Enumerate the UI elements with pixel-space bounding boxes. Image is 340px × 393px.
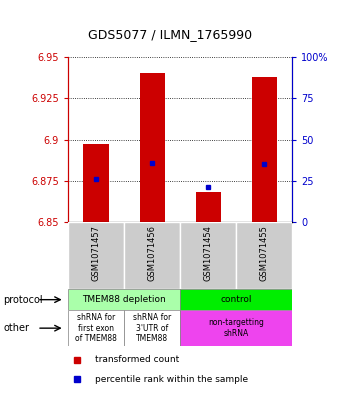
Text: GSM1071456: GSM1071456 — [148, 225, 157, 281]
FancyBboxPatch shape — [124, 310, 180, 346]
FancyBboxPatch shape — [124, 222, 180, 289]
Text: protocol: protocol — [3, 295, 43, 305]
Text: percentile rank within the sample: percentile rank within the sample — [95, 375, 248, 384]
Text: control: control — [221, 295, 252, 304]
Text: transformed count: transformed count — [95, 355, 179, 364]
Bar — [195, 192, 221, 222]
FancyBboxPatch shape — [180, 310, 292, 346]
FancyBboxPatch shape — [68, 310, 124, 346]
FancyBboxPatch shape — [68, 222, 124, 289]
Text: GSM1071454: GSM1071454 — [204, 225, 213, 281]
Text: shRNA for
first exon
of TMEM88: shRNA for first exon of TMEM88 — [75, 313, 117, 343]
Text: non-targetting
shRNA: non-targetting shRNA — [208, 318, 264, 338]
Bar — [139, 73, 165, 222]
FancyBboxPatch shape — [180, 289, 292, 310]
Bar — [252, 77, 277, 222]
Text: other: other — [3, 323, 29, 333]
Text: TMEM88 depletion: TMEM88 depletion — [82, 295, 166, 304]
Text: GSM1071455: GSM1071455 — [260, 225, 269, 281]
FancyBboxPatch shape — [68, 289, 180, 310]
FancyBboxPatch shape — [236, 222, 292, 289]
Text: GDS5077 / ILMN_1765990: GDS5077 / ILMN_1765990 — [88, 28, 252, 41]
FancyBboxPatch shape — [180, 222, 236, 289]
Bar — [83, 145, 109, 222]
Text: GSM1071457: GSM1071457 — [91, 225, 101, 281]
Text: shRNA for
3'UTR of
TMEM88: shRNA for 3'UTR of TMEM88 — [133, 313, 171, 343]
